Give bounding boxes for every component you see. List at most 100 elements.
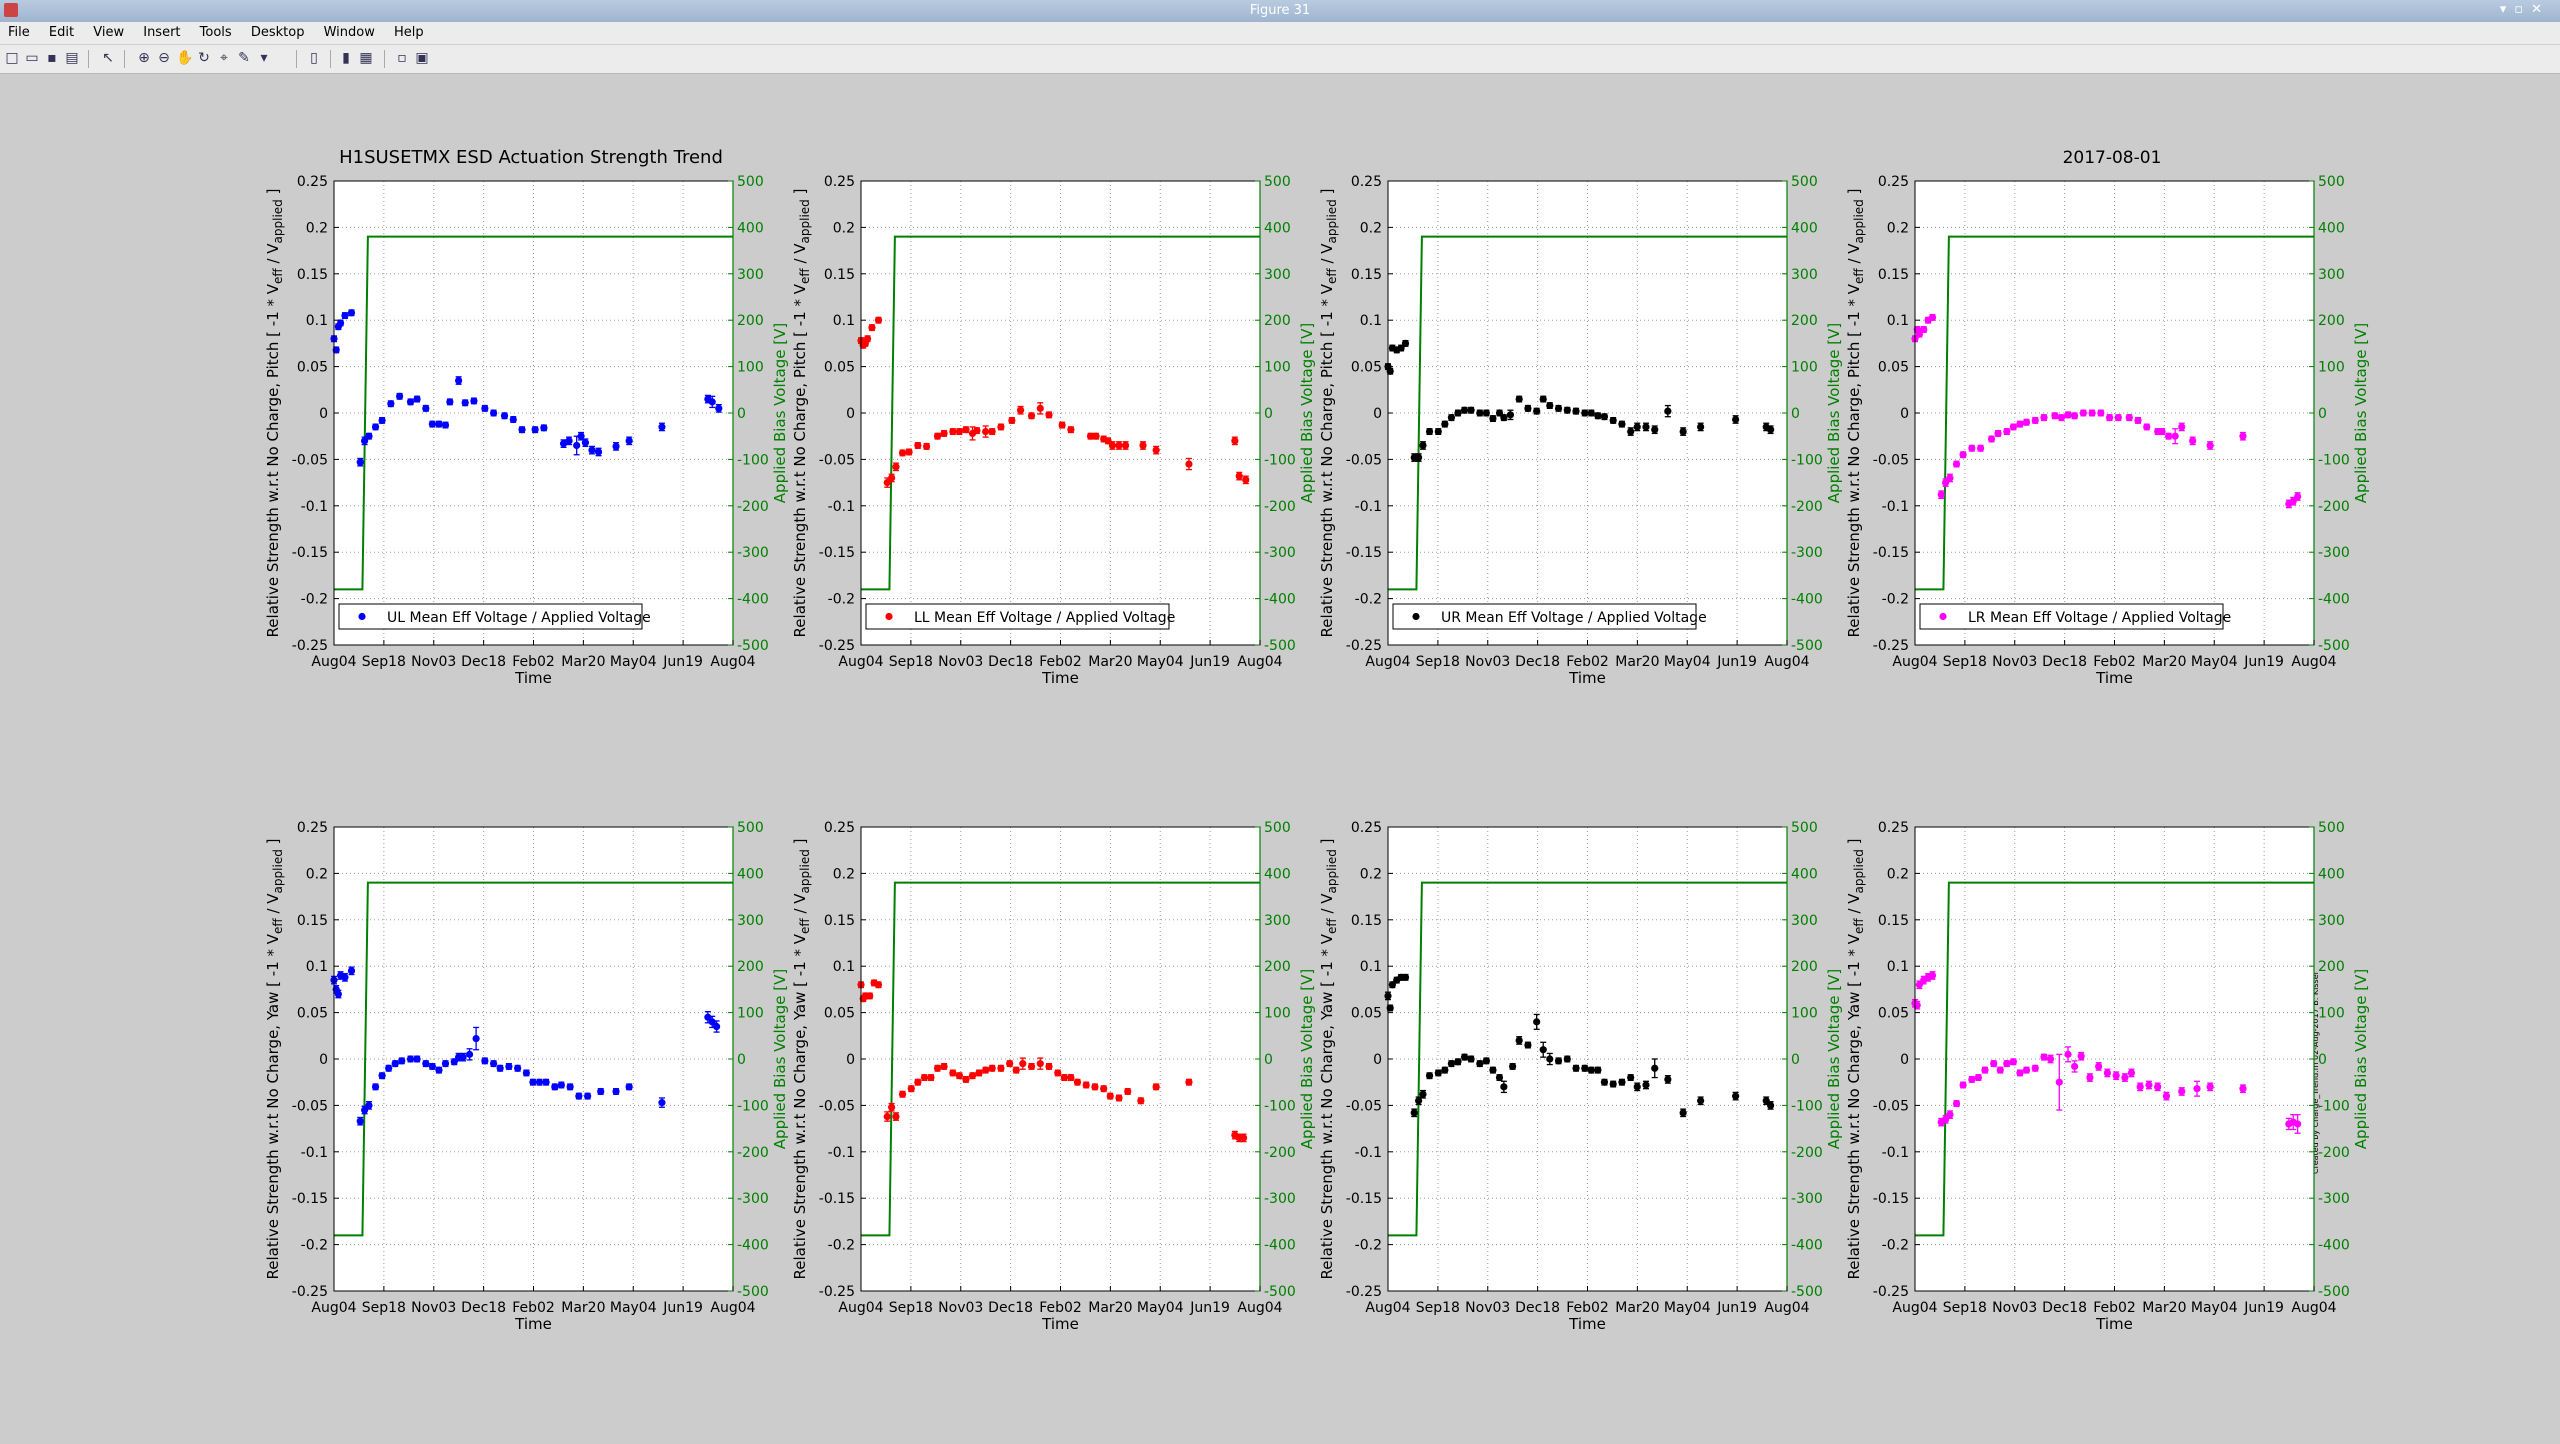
data-point[interactable]	[356, 458, 364, 466]
data-point[interactable]	[518, 426, 526, 434]
data-point[interactable]	[1500, 1083, 1508, 1091]
subplot-8[interactable]: -0.25 -0.2 -0.15 -0.1 -0.05 0 0.05 0.1 0.15 0.2 0.…	[1845, 820, 2370, 1333]
data-point[interactable]	[1697, 423, 1705, 431]
data-cursor-icon[interactable]: ⌖	[220, 50, 228, 66]
data-point[interactable]	[542, 1078, 550, 1086]
data-point[interactable]	[2097, 409, 2105, 417]
data-point[interactable]	[1539, 1046, 1547, 1054]
data-point[interactable]	[441, 1060, 450, 1068]
data-point[interactable]	[933, 1064, 942, 1072]
data-point[interactable]	[597, 1087, 605, 1096]
data-point[interactable]	[1106, 1092, 1114, 1100]
data-point[interactable]	[1767, 1101, 1775, 1109]
data-point[interactable]	[535, 1078, 544, 1086]
data-point[interactable]	[1959, 1081, 1967, 1089]
data-point[interactable]	[1994, 429, 2002, 438]
data-point[interactable]	[1987, 435, 1996, 443]
data-point[interactable]	[1467, 1055, 1475, 1063]
data-point[interactable]	[975, 1069, 983, 1077]
data-point[interactable]	[385, 1064, 393, 1072]
data-point[interactable]	[1476, 409, 1484, 417]
data-point[interactable]	[2088, 409, 2096, 417]
data-point[interactable]	[435, 1066, 443, 1074]
data-point[interactable]	[1587, 409, 1595, 417]
data-point[interactable]	[940, 429, 948, 438]
window-controls[interactable]: ▾▫✕	[2499, 2, 2550, 17]
data-point[interactable]	[920, 1073, 929, 1082]
data-point[interactable]	[1401, 339, 1410, 347]
data-point[interactable]	[2143, 423, 2151, 431]
data-point[interactable]	[509, 415, 517, 424]
data-point[interactable]	[1489, 1066, 1497, 1074]
legend[interactable]: UR Mean Eff Voltage / Applied Voltage	[1392, 603, 1707, 630]
data-point[interactable]	[1563, 1055, 1571, 1063]
data-point[interactable]	[1054, 1069, 1062, 1077]
data-point[interactable]	[1086, 432, 1095, 440]
subplot-4[interactable]: -0.25 -0.2 -0.15 -0.1 -0.05 0 0.05 0.1 0.15 0.2 0.…	[1845, 174, 2370, 687]
data-point[interactable]	[459, 1053, 467, 1061]
data-point[interactable]	[888, 474, 896, 482]
data-point[interactable]	[2022, 1066, 2031, 1074]
data-point[interactable]	[2121, 1073, 2129, 1082]
data-point[interactable]	[704, 1013, 712, 1021]
data-point[interactable]	[387, 400, 395, 408]
data-point[interactable]	[713, 1022, 721, 1031]
data-point[interactable]	[566, 1083, 574, 1091]
data-point[interactable]	[955, 1072, 963, 1080]
data-point[interactable]	[1609, 416, 1617, 425]
data-point[interactable]	[1679, 1109, 1687, 1117]
data-point[interactable]	[2178, 423, 2186, 431]
menu-window[interactable]: Window	[323, 25, 375, 40]
data-point[interactable]	[2031, 1064, 2039, 1072]
data-point[interactable]	[446, 398, 454, 406]
data-point[interactable]	[1242, 476, 1250, 484]
data-point[interactable]	[988, 427, 996, 436]
data-point[interactable]	[708, 398, 716, 406]
data-point[interactable]	[2064, 411, 2072, 419]
data-point[interactable]	[1587, 1066, 1595, 1074]
data-point[interactable]	[1546, 1055, 1554, 1063]
data-point[interactable]	[1500, 414, 1508, 422]
data-point[interactable]	[1996, 1066, 2004, 1074]
data-point[interactable]	[575, 1092, 583, 1100]
data-point[interactable]	[1425, 1072, 1434, 1080]
data-point[interactable]	[962, 1075, 970, 1084]
data-point[interactable]	[594, 448, 603, 456]
data-point[interactable]	[2003, 427, 2011, 436]
data-point[interactable]	[1019, 1060, 1027, 1068]
data-point[interactable]	[470, 397, 478, 405]
open-icon[interactable]: ▭	[25, 50, 39, 66]
data-point[interactable]	[1581, 1064, 1589, 1072]
data-point[interactable]	[2022, 418, 2031, 426]
data-point[interactable]	[715, 404, 723, 412]
data-point[interactable]	[413, 1055, 421, 1063]
data-point[interactable]	[658, 1099, 666, 1107]
data-point[interactable]	[1067, 1073, 1075, 1082]
data-point[interactable]	[1139, 441, 1147, 450]
data-point[interactable]	[1036, 404, 1044, 412]
data-point[interactable]	[2016, 1069, 2024, 1077]
data-point[interactable]	[1091, 1083, 1099, 1091]
data-point[interactable]	[1434, 1069, 1442, 1077]
data-point[interactable]	[1651, 426, 1659, 434]
data-point[interactable]	[982, 1066, 990, 1074]
data-point[interactable]	[1476, 1060, 1484, 1068]
data-point[interactable]	[557, 1081, 565, 1089]
data-point[interactable]	[1137, 1097, 1145, 1105]
data-point[interactable]	[892, 1112, 900, 1121]
data-point[interactable]	[1460, 1053, 1469, 1061]
data-point[interactable]	[1441, 1066, 1449, 1074]
data-point[interactable]	[1952, 460, 1961, 468]
menu-view[interactable]: View	[93, 25, 125, 40]
data-point[interactable]	[2046, 1055, 2055, 1063]
data-point[interactable]	[428, 1062, 436, 1071]
rotate-icon[interactable]: ↻	[198, 50, 210, 66]
data-point[interactable]	[997, 423, 1005, 431]
data-point[interactable]	[1946, 474, 1954, 482]
data-point[interactable]	[2031, 416, 2039, 425]
data-point[interactable]	[914, 1078, 922, 1086]
data-point[interactable]	[2051, 412, 2059, 420]
data-point[interactable]	[982, 427, 990, 436]
data-point[interactable]	[1489, 414, 1497, 423]
zoom-in-icon[interactable]: ⊕	[138, 50, 150, 66]
